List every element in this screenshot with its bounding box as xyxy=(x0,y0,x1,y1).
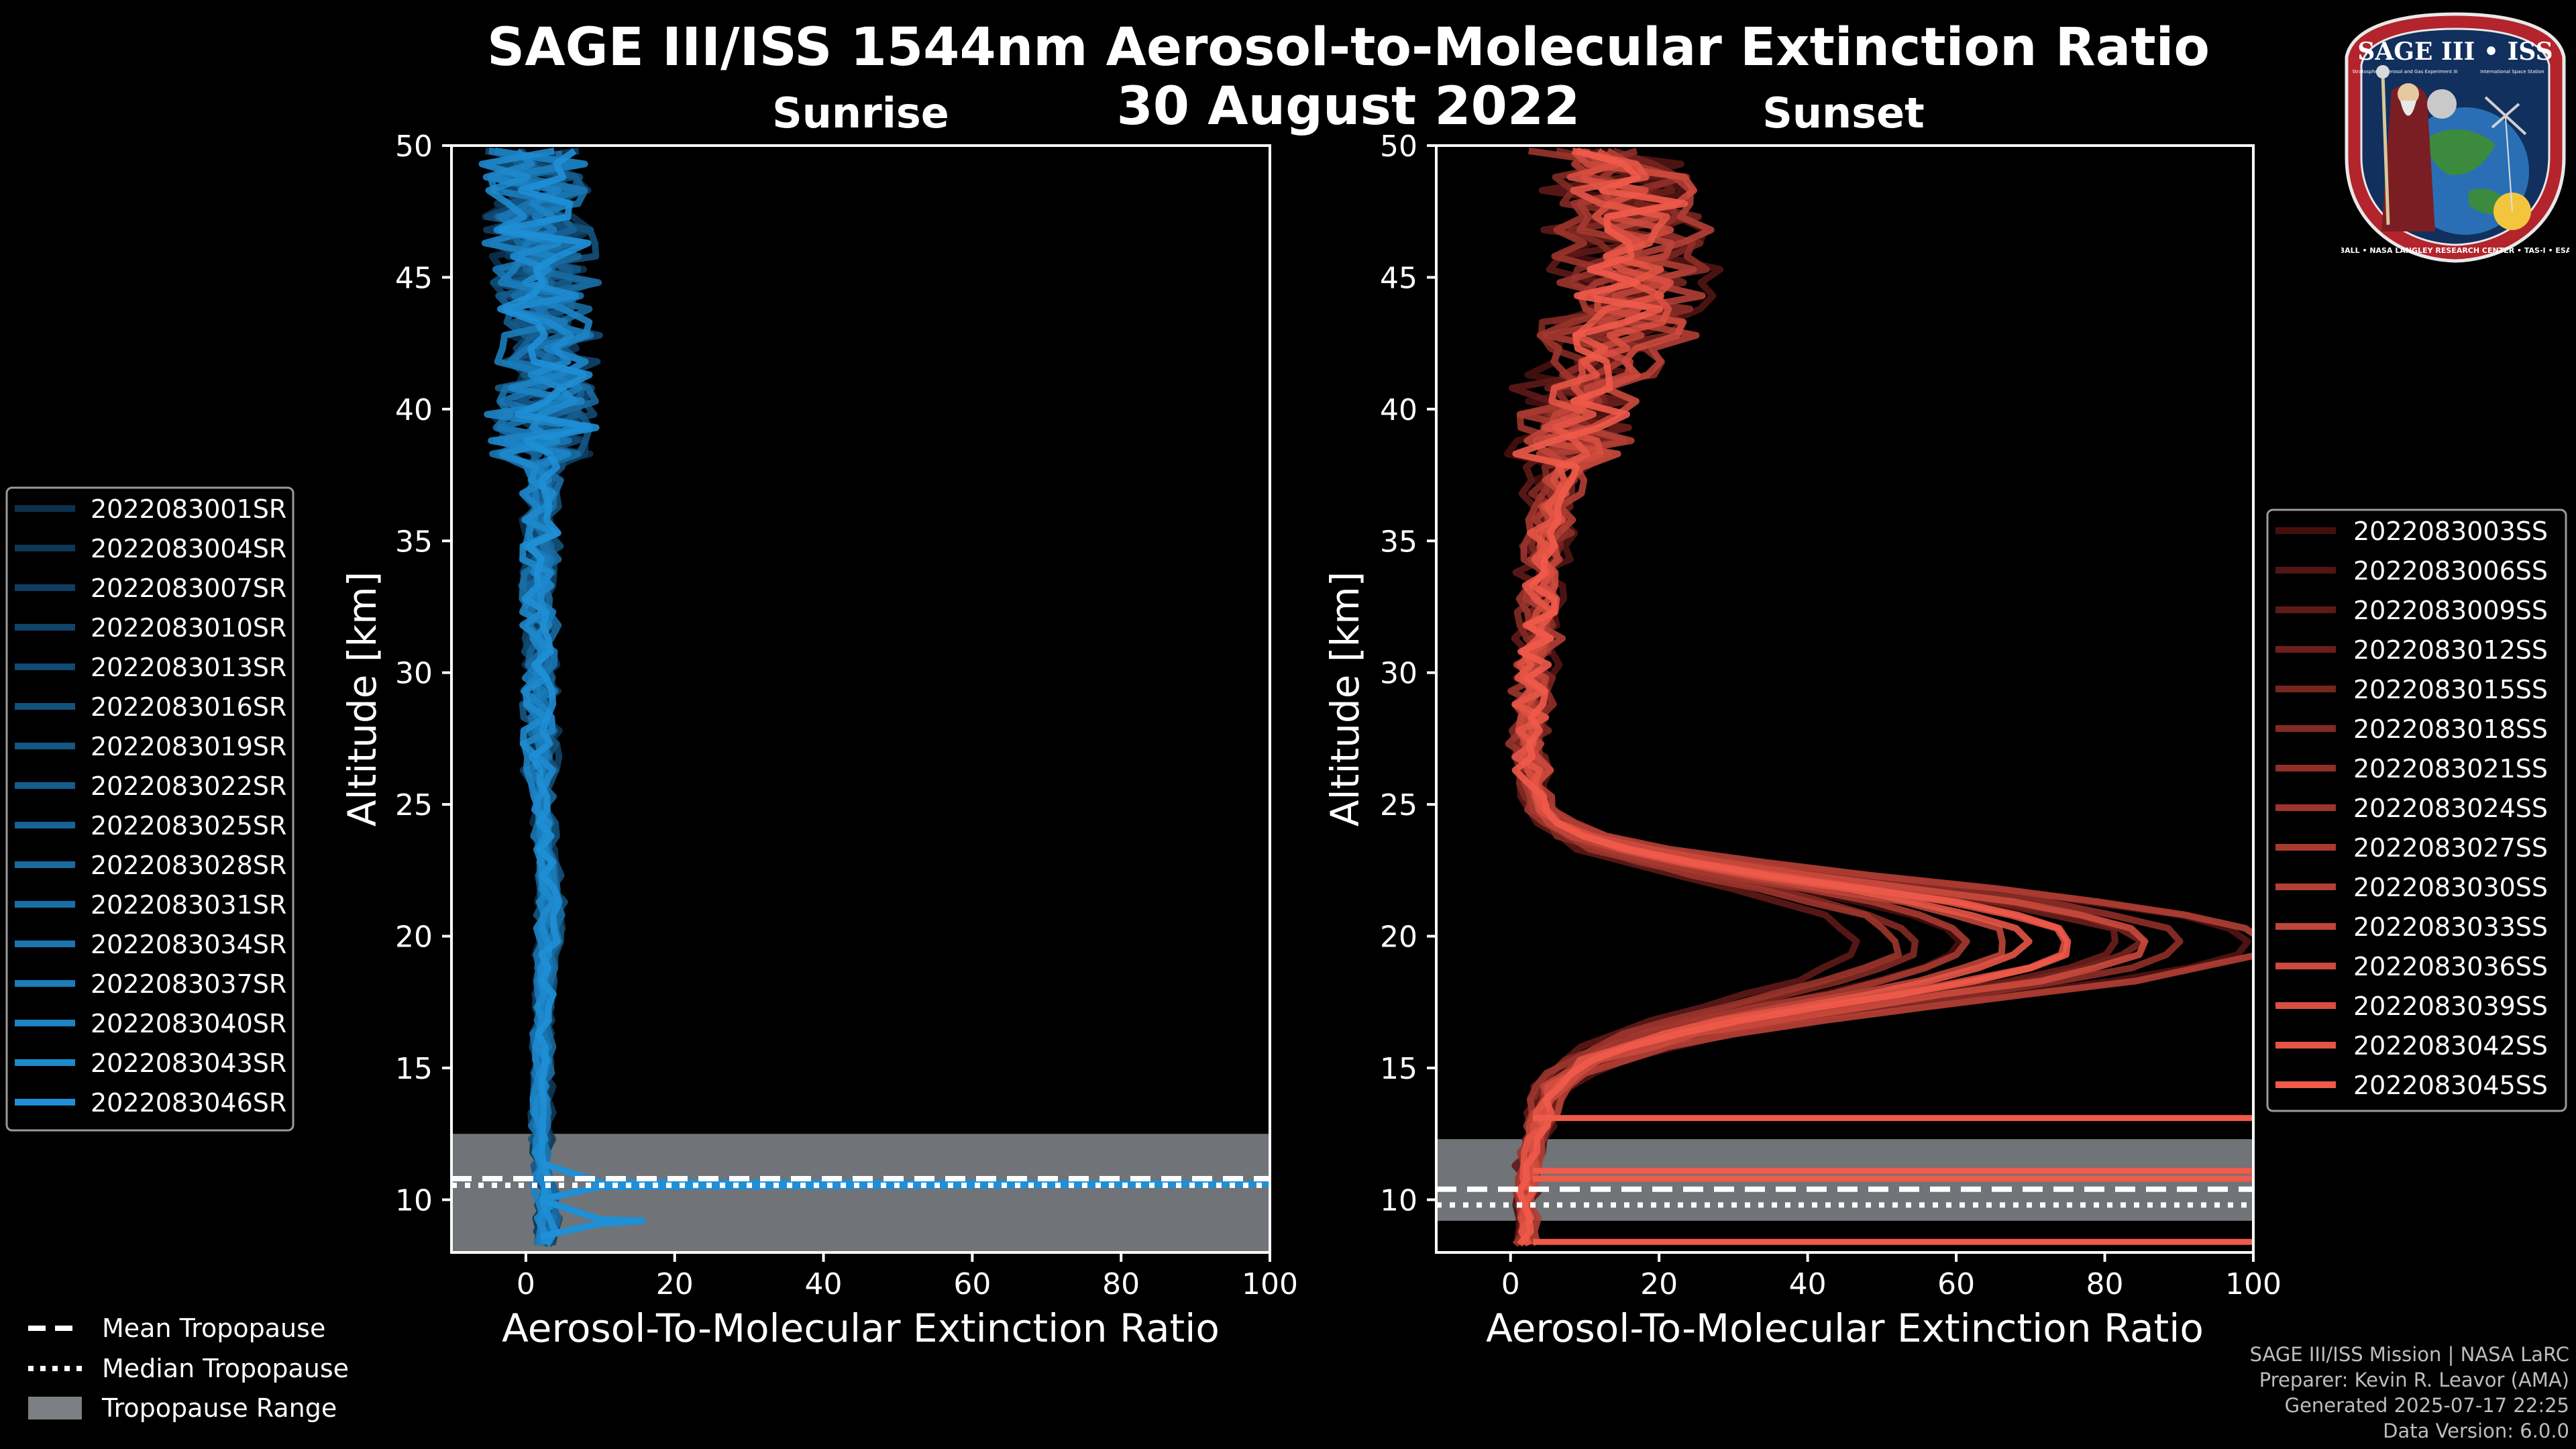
sunrise-legend-label: 2022083016SR xyxy=(91,692,286,722)
sunrise-xtick-label: 20 xyxy=(656,1267,694,1301)
sunset-legend-label: 2022083045SS xyxy=(2353,1071,2548,1100)
logo-title: SAGE III • ISS xyxy=(2357,38,2553,66)
sunrise-legend-label: 2022083013SR xyxy=(91,653,286,682)
sunset-ytick-label: 10 xyxy=(1380,1183,1417,1218)
sunset-series-line xyxy=(1511,148,2072,1247)
sunset-legend-label: 2022083024SS xyxy=(2353,794,2548,823)
sunrise-xtick-label: 40 xyxy=(805,1267,843,1301)
sunset-ytick-label: 15 xyxy=(1380,1052,1417,1086)
sunset-ytick-label: 20 xyxy=(1380,920,1417,955)
mean-tropopause-label: Mean Tropopause xyxy=(102,1313,325,1343)
sunrise-legend-label: 2022083037SR xyxy=(91,969,286,999)
sunrise-legend-label: 2022083031SR xyxy=(91,890,286,920)
sunset-legend-label: 2022083036SS xyxy=(2353,952,2548,981)
sunrise-series-line xyxy=(497,148,600,1246)
sunrise-axes-frame xyxy=(450,144,1271,1254)
sunrise-legend-label: 2022083040SR xyxy=(91,1009,286,1038)
sunrise-ytick-label: 45 xyxy=(395,261,433,295)
logo-right-caption: International Space Station xyxy=(2480,69,2544,74)
sunset-legend-label: 2022083027SS xyxy=(2353,833,2548,863)
sunrise-legend-label: 2022083004SR xyxy=(91,534,286,564)
credit-mission: SAGE III/ISS Mission | NASA LaRC xyxy=(2249,1343,2569,1366)
sunset-xtick-label: 0 xyxy=(1501,1267,1520,1301)
sunset-legend-label: 2022083018SS xyxy=(2353,714,2548,744)
credit-generated: Generated 2025-07-17 22:25 xyxy=(2284,1394,2569,1417)
sunset-subtitle: Sunset xyxy=(1762,89,1925,138)
sunrise-xlabel: Aerosol-To-Molecular Extinction Ratio xyxy=(502,1305,1220,1351)
sunrise-legend-label: 2022083007SR xyxy=(91,574,286,603)
sunrise-ytick-label: 35 xyxy=(395,525,433,559)
sunset-ytick-label: 30 xyxy=(1380,657,1417,691)
sunrise-xtick-label: 60 xyxy=(953,1267,991,1301)
credit-preparer: Preparer: Kevin R. Leavor (AMA) xyxy=(2259,1368,2569,1391)
sunrise-xtick-label: 80 xyxy=(1102,1267,1140,1301)
sunset-legend-label: 2022083015SS xyxy=(2353,675,2548,704)
credit-data-version: Data Version: 6.0.0 xyxy=(2383,1419,2569,1442)
sunrise-spike xyxy=(539,1196,645,1240)
sunset-xtick-label: 100 xyxy=(2225,1267,2282,1301)
sunset-panel: 0 20 40 60 80 100 10 15 20 25 30 35 40 45 50 Aerosol-T… xyxy=(1322,129,2282,1351)
sunset-axes-frame xyxy=(1435,144,2255,1254)
sunrise-subtitle: Sunrise xyxy=(772,89,949,138)
logo-left-caption: Stratospheric Aerosol and Gas Experiment… xyxy=(2352,69,2457,74)
sunset-legend-label: 2022083009SS xyxy=(2353,596,2548,625)
sunset-xtick-label: 80 xyxy=(2086,1267,2124,1301)
sunset-legend-label: 2022083033SS xyxy=(2353,912,2548,942)
sunset-xtick-label: 60 xyxy=(1937,1267,1975,1301)
tropopause-range-swatch xyxy=(28,1397,82,1419)
sunset-ytick-label: 25 xyxy=(1380,788,1417,822)
sunset-series-line xyxy=(1519,148,2184,1246)
figure-date: 30 August 2022 xyxy=(1117,76,1580,137)
sunrise-legend-label: 2022083019SR xyxy=(91,732,286,761)
sage-iii-iss-logo: SAGE III • ISS Stratospheric Aerosol and… xyxy=(2341,12,2569,263)
sunset-xtick-label: 40 xyxy=(1789,1267,1827,1301)
tropopause-legend: Mean Tropopause Median Tropopause Tropop… xyxy=(28,1313,349,1423)
sunrise-series-line xyxy=(481,148,593,1246)
sunrise-legend-label: 2022083010SR xyxy=(91,613,286,643)
median-tropopause-label: Median Tropopause xyxy=(102,1354,349,1383)
sunrise-tropopause-range xyxy=(451,1134,1270,1252)
sunset-ylabel: Altitude [km] xyxy=(1322,572,1368,826)
sunset-legend-label: 2022083030SS xyxy=(2353,873,2548,902)
logo-ring-text: BALL • NASA LANGLEY RESEARCH CENTER • TA… xyxy=(2341,246,2569,255)
figure-title: SAGE III/ISS 1544nm Aerosol-to-Molecular… xyxy=(487,17,2210,78)
sunset-xlabel: Aerosol-To-Molecular Extinction Ratio xyxy=(1486,1305,2204,1351)
sunrise-ytick-label: 25 xyxy=(395,788,433,822)
sunset-ytick-label: 40 xyxy=(1380,393,1417,427)
sunrise-ytick-label: 15 xyxy=(395,1052,433,1086)
sunset-xtick-label: 20 xyxy=(1640,1267,1678,1301)
sunrise-ytick-label: 20 xyxy=(395,920,433,955)
sunrise-xtick-label: 0 xyxy=(517,1267,535,1301)
sunrise-panel: 0 20 40 60 80 100 10 15 20 25 30 35 40 45 50 Aerosol-T… xyxy=(339,129,1298,1351)
sunrise-ylabel: Altitude [km] xyxy=(339,572,385,826)
sunset-legend-label: 2022083021SS xyxy=(2353,754,2548,784)
sunrise-xtick-label: 100 xyxy=(1242,1267,1298,1301)
sunrise-legend-label: 2022083022SR xyxy=(91,771,286,801)
sunset-ytick-label: 45 xyxy=(1380,261,1417,295)
credits: SAGE III/ISS Mission | NASA LaRC Prepare… xyxy=(2250,1342,2569,1444)
tropopause-range-label: Tropopause Range xyxy=(101,1393,337,1423)
sunrise-ytick-label: 10 xyxy=(395,1183,433,1218)
sunset-legend-label: 2022083003SS xyxy=(2353,517,2548,546)
sunrise-ytick-label: 50 xyxy=(395,129,433,164)
sunrise-ytick-label: 30 xyxy=(395,657,433,691)
sunrise-legend-label: 2022083001SR xyxy=(91,494,286,524)
sunrise-legend-label: 2022083025SR xyxy=(91,811,286,841)
sunrise-legend-label: 2022083028SR xyxy=(91,851,286,880)
sunrise-legend-label: 2022083046SR xyxy=(91,1088,286,1118)
sunset-legend-label: 2022083039SS xyxy=(2353,991,2548,1021)
sunrise-ytick-label: 40 xyxy=(395,393,433,427)
sunrise-legend-label: 2022083034SR xyxy=(91,930,286,959)
sunset-legend-label: 2022083012SS xyxy=(2353,635,2548,665)
sunset-legend-label: 2022083042SS xyxy=(2353,1031,2548,1061)
sunset-ytick-label: 35 xyxy=(1380,525,1417,559)
sunset-legend-label: 2022083006SS xyxy=(2353,556,2548,586)
sunrise-legend: 2022083001SR 2022083004SR 2022083007SR 2022… xyxy=(5,486,294,1132)
sunset-ytick-label: 50 xyxy=(1380,129,1417,164)
sunset-legend: 2022083003SS 2022083006SS 2022083009SS 2022… xyxy=(2266,508,2567,1112)
sunrise-legend-label: 2022083043SR xyxy=(91,1049,286,1078)
